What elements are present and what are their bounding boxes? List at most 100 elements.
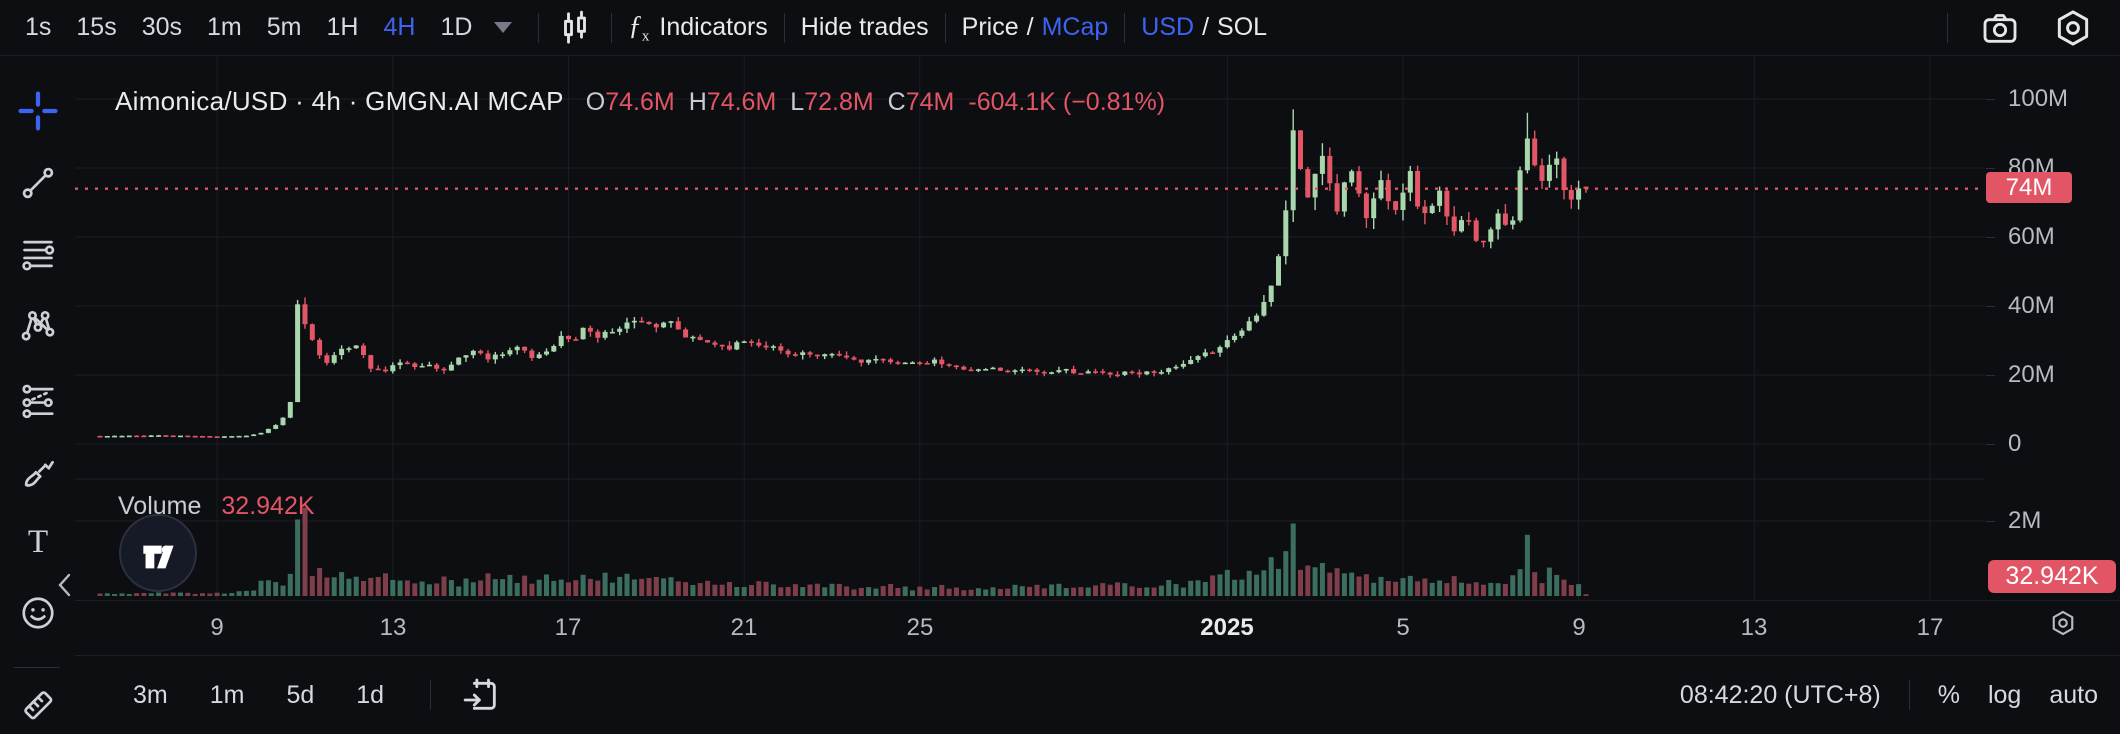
volume-axis-label: 2M [2008, 507, 2042, 534]
current-volume-badge: 32.942K [1988, 560, 2116, 593]
timeframe-1H[interactable]: 1H [326, 13, 359, 41]
measure-tool[interactable] [15, 684, 61, 730]
current-price-badge: 74M [1986, 172, 2072, 203]
price-axis-label: 60M [2008, 223, 2055, 250]
camera-icon[interactable] [1980, 8, 2020, 48]
price-mcap-toggle: Price / MCap [962, 13, 1109, 42]
volume-axis-tick [1986, 521, 1995, 522]
bottombar-right-group: 08:42:20 (UTC+8) % log auto [1680, 680, 2098, 710]
svg-text:T: T [27, 523, 47, 560]
divider [1908, 680, 1910, 710]
divider [944, 12, 946, 43]
price-axis-tick [1986, 168, 1995, 169]
divider [1947, 12, 1948, 43]
clock-display[interactable]: 08:42:20 (UTC+8) [1679, 680, 1881, 709]
open-label: O [585, 88, 606, 116]
price-axis[interactable] [1985, 56, 2120, 600]
emoji-icon [19, 594, 57, 637]
range-1m[interactable]: 1m [209, 680, 245, 709]
indicators-button[interactable]: ƒx Indicators [628, 10, 767, 45]
sol-option[interactable]: SOL [1217, 13, 1268, 41]
hide-trades-label: Hide trades [800, 13, 929, 41]
time-axis-label: 5 [1396, 614, 1410, 641]
divider [430, 680, 432, 710]
close-value: 74M [905, 88, 955, 116]
gear-icon[interactable] [2052, 7, 2094, 49]
time-axis-label: 2025 [1200, 614, 1254, 641]
emoji-tool[interactable] [15, 592, 61, 638]
volume-label[interactable]: Volume [118, 492, 202, 520]
timeframe-5m[interactable]: 5m [266, 13, 302, 41]
time-axis-label: 21 [730, 614, 758, 641]
price-axis-label: 40M [2008, 292, 2055, 319]
timeframe-1s[interactable]: 1s [25, 13, 52, 41]
go-to-date-button[interactable] [461, 675, 501, 715]
crosshair-icon [16, 89, 60, 138]
text-tool[interactable]: T [15, 520, 61, 566]
chart-canvas[interactable] [75, 56, 1985, 601]
fx-icon: ƒx [628, 9, 650, 45]
candle-style-button[interactable] [555, 8, 595, 48]
log-scale-button[interactable]: log [1987, 680, 2022, 709]
auto-scale-button[interactable]: auto [2049, 680, 2098, 709]
high-value: 74.6M [706, 88, 777, 116]
symbol-title[interactable]: Aimonica/USD · 4h · GMGN.AI MCAP [115, 86, 564, 116]
slash-separator: / [1026, 13, 1034, 41]
usd-sol-toggle: USD / SOL [1141, 13, 1267, 42]
open-value: 74.6M [605, 88, 675, 116]
range-3m[interactable]: 3m [133, 680, 168, 709]
timeframe-1m[interactable]: 1m [207, 13, 242, 41]
usd-option[interactable]: USD [1141, 13, 1195, 41]
change-value: -604.1K (−0.81%) [968, 88, 1166, 116]
time-axis-label: 17 [1916, 614, 1944, 641]
topbar-right-group [1947, 7, 2094, 49]
tradingview-logo[interactable] [119, 514, 197, 592]
mcap-option[interactable]: MCap [1041, 13, 1109, 41]
time-axis-label: 17 [554, 614, 582, 641]
price-option[interactable]: Price [961, 13, 1019, 41]
position-icon [19, 382, 57, 425]
divider [611, 12, 613, 43]
time-axis-label: 9 [210, 614, 224, 641]
xabcd-icon [19, 306, 57, 349]
price-axis-tick [1986, 237, 1995, 238]
price-axis-tick [1986, 99, 1995, 100]
long-position-tool[interactable] [15, 380, 61, 426]
price-axis-tick [1986, 444, 1995, 445]
timeframe-15s[interactable]: 15s [76, 13, 117, 41]
brush-icon [19, 454, 57, 497]
text-icon: T [19, 522, 57, 565]
trend-line-icon [19, 164, 57, 207]
high-label: H [688, 88, 707, 116]
volume-legend: Volume 32.942K [118, 492, 315, 521]
timeframe-30s[interactable]: 30s [141, 13, 183, 41]
bottom-toolbar: 3m 1m 5d 1d 08:42:20 (UTC+8) % log auto [75, 655, 2120, 734]
crosshair-tool[interactable] [15, 90, 61, 136]
timeframe-4H[interactable]: 4H [383, 13, 416, 41]
brush-tool[interactable] [15, 452, 61, 498]
percent-scale-button[interactable]: % [1937, 680, 1960, 709]
time-axis-label: 25 [906, 614, 934, 641]
sidebar-divider [14, 667, 60, 668]
fib-retracement-tool[interactable] [15, 233, 61, 279]
xabcd-pattern-tool[interactable] [15, 304, 61, 350]
hide-trades-button[interactable]: Hide trades [801, 13, 929, 42]
chevron-down-icon[interactable] [494, 22, 513, 33]
time-axis-label: 9 [1572, 614, 1586, 641]
drawing-tools-sidebar: T [0, 56, 75, 734]
time-axis[interactable]: 9 13 17 21 25 2025 5 9 13 17 [75, 600, 2120, 656]
tradingview-logo-icon [143, 545, 174, 569]
trend-line-tool[interactable] [15, 162, 61, 208]
axis-settings-gear-icon[interactable] [2048, 608, 2078, 643]
chart-legend: Aimonica/USD · 4h · GMGN.AI MCAP O74.6M … [115, 86, 1165, 117]
volume-value: 32.942K [221, 492, 315, 520]
range-5d[interactable]: 5d [286, 680, 315, 709]
top-toolbar: 1s 15s 30s 1m 5m 1H 4H 1D ƒx Indicators Hide tr… [0, 0, 2120, 56]
timeframe-1D[interactable]: 1D [440, 13, 473, 41]
close-label: C [887, 88, 906, 116]
range-1d[interactable]: 1d [356, 680, 385, 709]
range-group: 3m 1m 5d 1d [121, 675, 414, 716]
divider [538, 12, 540, 43]
scroll-left-chevron-icon[interactable] [56, 572, 73, 603]
